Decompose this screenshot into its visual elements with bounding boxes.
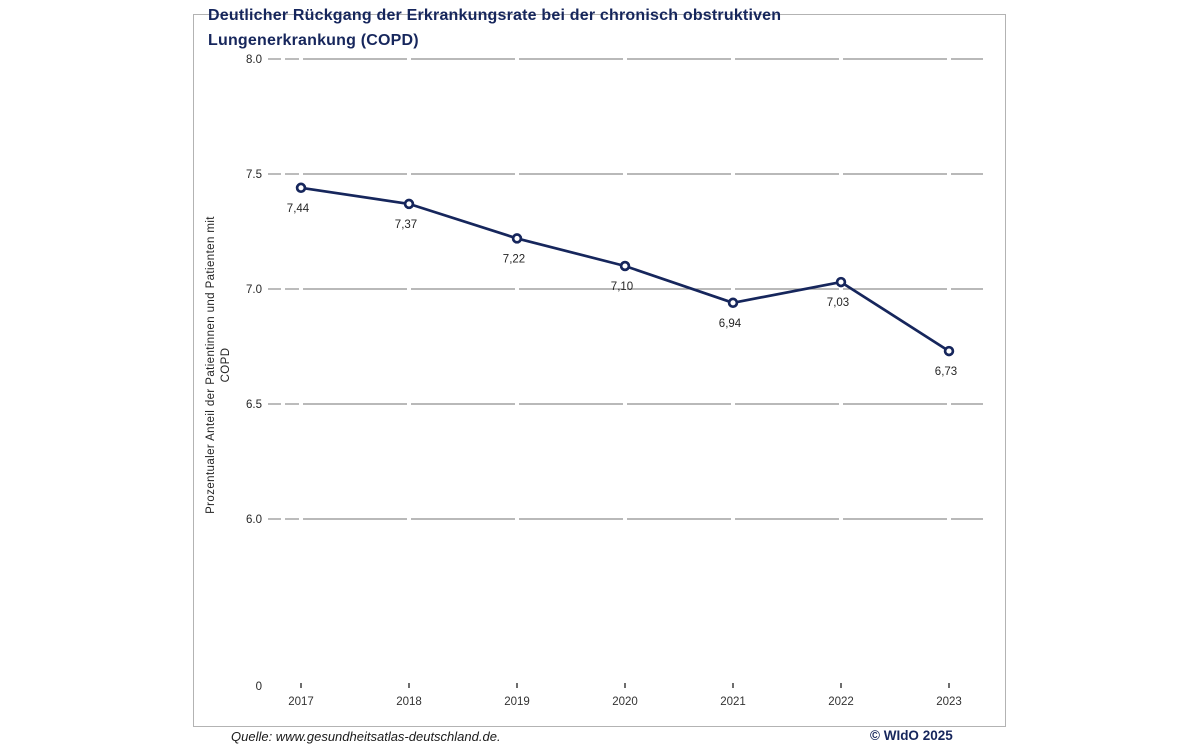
x-tick-label: 2017 [288, 696, 314, 708]
data-point-label: 7,10 [611, 281, 633, 293]
data-point-label: 7,37 [395, 219, 417, 231]
data-point-marker [511, 233, 523, 244]
y-tick-label: 7.0 [246, 284, 262, 296]
data-point-marker [619, 260, 631, 272]
data-point-label: 7,44 [287, 203, 310, 215]
source-note: Quelle: www.gesundheitsatlas-deutschland… [231, 729, 501, 744]
chart-title-line2: Lungenerkrankung (COPD) [208, 32, 419, 49]
y-tick-label: 8.0 [246, 54, 262, 66]
copyright-note: © WIdO 2025 [870, 728, 953, 743]
data-point-label: 6,94 [719, 318, 742, 330]
chart-title: Deutlicher Rückgang der Erkrankungsrate … [208, 3, 868, 53]
data-point-marker [943, 345, 955, 357]
data-point-label: 7,03 [827, 297, 849, 309]
data-point-marker [295, 182, 307, 194]
chart-title-line1: Deutlicher Rückgang der Erkrankungsrate … [208, 7, 782, 24]
data-point-label: 7,22 [503, 253, 525, 265]
y-tick-label: 6.5 [246, 399, 262, 411]
y-zero-label: 0 [256, 681, 262, 693]
data-point-marker [835, 276, 847, 288]
x-tick-label: 2018 [396, 696, 422, 708]
data-point-marker [727, 297, 739, 309]
x-tick-label: 2019 [504, 696, 530, 708]
x-tick-label: 2022 [828, 696, 854, 708]
data-point-label: 6,73 [935, 366, 957, 378]
x-tick-label: 2020 [612, 696, 638, 708]
data-point-marker [403, 198, 415, 210]
x-tick-label: 2021 [720, 696, 746, 708]
y-tick-label: 7.5 [246, 169, 262, 181]
chart-frame [193, 14, 1006, 727]
y-tick-label: 6.0 [246, 514, 262, 526]
x-tick-label: 2023 [936, 696, 962, 708]
